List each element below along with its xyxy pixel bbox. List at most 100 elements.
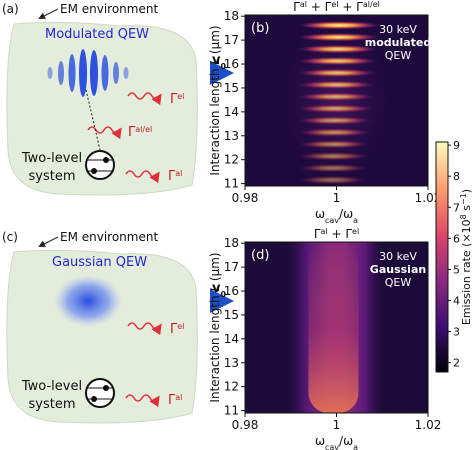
x-tick-label: 1 <box>333 191 341 205</box>
velocity-index: 0 <box>220 62 226 71</box>
two-level-icon <box>85 378 115 408</box>
rate-label: Γel <box>170 322 184 338</box>
text-part: Γ <box>293 0 300 14</box>
colorbar-tick-label: 4 <box>453 295 460 308</box>
y-tick-label: 17 <box>224 33 239 47</box>
text-part: ω <box>315 434 325 448</box>
rate-label: Γal <box>168 169 182 185</box>
colorbar <box>435 141 449 373</box>
heatmap-stripe <box>298 116 372 125</box>
wave-packet <box>47 49 129 97</box>
emission-arrow <box>127 92 162 106</box>
y-tick-label: 13 <box>224 129 239 143</box>
text-part: el <box>331 0 338 9</box>
system-label: Two-level <box>21 151 82 166</box>
beam-label: Gaussian QEW <box>52 255 147 270</box>
heatmap-glow <box>308 242 359 413</box>
text-part: /ω <box>339 207 353 221</box>
heatmap-stripe <box>298 152 369 161</box>
rate-label: Γal/el <box>128 125 152 141</box>
beam-kind: modulated <box>365 36 432 49</box>
rich-text: Interaction length L (μm) <box>208 252 222 402</box>
colorbar-tick-label: 3 <box>453 326 460 339</box>
beam-kind: Gaussian <box>370 263 426 276</box>
energy-label: 30 keV <box>379 250 417 263</box>
environment-label: EM environment <box>60 2 158 16</box>
emission-arrow <box>127 322 162 336</box>
text-part: cav <box>325 216 339 225</box>
velocity-symbol: v <box>212 53 221 68</box>
panel-label: (a) <box>2 2 19 16</box>
colorbar-tick-label: 2 <box>453 357 460 370</box>
text-part: L <box>208 58 222 65</box>
y-tick-label: 14 <box>224 332 239 346</box>
heatmap <box>245 15 428 186</box>
system-label: system <box>29 169 76 184</box>
panel-label: (c) <box>2 230 18 244</box>
y-tick-label: 12 <box>224 153 239 167</box>
heatmap-stripe <box>297 44 379 54</box>
heatmap-stripe <box>297 56 378 66</box>
colorbar-tick-label: 5 <box>453 263 460 276</box>
x-tick-label: 1.02 <box>415 418 442 432</box>
y-tick-label: 11 <box>224 177 239 191</box>
text-part: 8 <box>459 214 468 219</box>
environment-blob <box>6 21 198 196</box>
rate-symbol: Γ <box>168 393 176 408</box>
text-part: Interaction length <box>208 65 222 176</box>
rich-text: ωcav/ωa <box>315 434 358 450</box>
text-part: + Γ <box>307 0 332 14</box>
text-part: al <box>321 227 328 236</box>
text-part: Γ <box>314 227 321 241</box>
velocity-index: 0 <box>220 290 226 299</box>
text-part: al/el <box>363 0 380 9</box>
y-tick-label: 18 <box>224 236 239 250</box>
heatmap-stripe <box>297 80 376 90</box>
x-tick-label: 0.98 <box>232 418 259 432</box>
velocity-label: v0 <box>212 281 226 299</box>
text-part: Emission rate (×10 <box>460 219 473 325</box>
rate-symbol: Γ <box>128 125 136 140</box>
text-part: ) <box>460 189 473 193</box>
y-tick-label: 16 <box>224 57 239 71</box>
rate-index: al <box>175 393 182 402</box>
velocity-label: v0 <box>212 53 226 71</box>
text-part: /ω <box>339 434 353 448</box>
rich-text: Interaction length L (μm) <box>208 25 222 175</box>
pointer-arrow <box>38 236 59 247</box>
heatmap-stripe <box>297 68 377 78</box>
heatmap-stripe <box>298 128 371 137</box>
rate-symbol: Γ <box>170 322 178 337</box>
colorbar-tick-label: 6 <box>453 232 460 245</box>
text-part: Interaction length <box>208 292 222 403</box>
beam-kind: QEW <box>385 49 412 62</box>
rate-index: el <box>177 322 184 331</box>
text-part: ω <box>315 207 325 221</box>
x-tick-label: 1.02 <box>415 191 442 205</box>
colorbar-tick-label: 8 <box>453 170 460 183</box>
environment-blob <box>6 249 198 424</box>
x-tick-label: 1 <box>333 418 341 432</box>
emission-arrow <box>87 126 122 140</box>
y-tick-label: 12 <box>224 380 239 394</box>
y-tick-label: 16 <box>224 284 239 298</box>
text-part: + Γ <box>339 0 364 14</box>
text-part: (μm) <box>208 25 222 58</box>
y-tick-label: 18 <box>224 9 239 23</box>
text-part: L <box>208 285 222 292</box>
y-tick-label: 13 <box>224 356 239 370</box>
y-tick-label: 14 <box>224 105 239 119</box>
rate-index: al <box>175 169 182 178</box>
emission-arrow <box>125 170 160 184</box>
text-part: + Γ <box>328 227 353 241</box>
text-part: (μm) <box>208 252 222 285</box>
pointer-arrow <box>38 8 59 19</box>
system-label: system <box>29 397 76 412</box>
y-tick-label: 15 <box>224 308 239 322</box>
wave-packet <box>54 275 122 327</box>
beam-kind: QEW <box>385 276 412 289</box>
x-tick-label: 0.98 <box>232 191 259 205</box>
rich-text: ωcav/ωa <box>315 207 358 225</box>
heatmap-stripe <box>298 140 370 149</box>
